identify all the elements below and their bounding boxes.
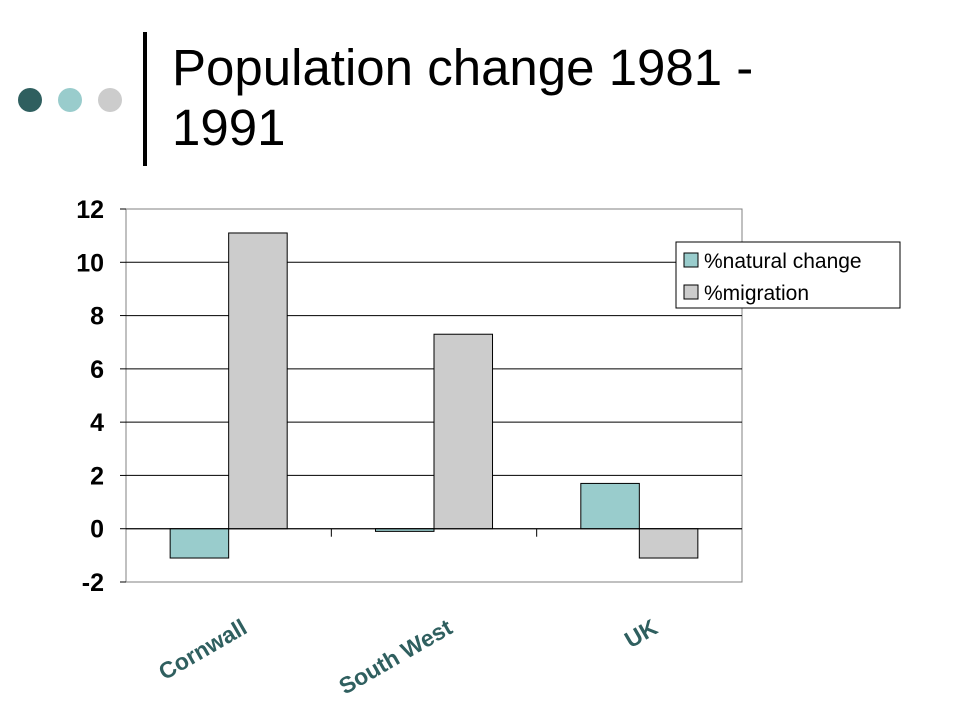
y-tick-label: 0 <box>90 516 104 544</box>
y-tick-label: 2 <box>90 462 104 490</box>
slide-title: Population change 1981 - 1991 <box>172 39 754 156</box>
bars <box>169 232 699 559</box>
dot-dark <box>18 88 42 112</box>
category-label: South West <box>334 614 456 700</box>
category-label: Cornwall <box>154 614 251 685</box>
y-tick-label: 10 <box>76 249 104 277</box>
bar-migration <box>228 232 288 530</box>
legend-swatch <box>683 284 699 300</box>
category-label: UK <box>620 614 662 653</box>
title-divider <box>143 32 147 166</box>
y-tick-label: 6 <box>90 356 104 384</box>
bar-migration <box>433 333 494 530</box>
y-tick-label: 8 <box>90 303 104 331</box>
x-axis-ticks <box>330 528 538 537</box>
bar-migration <box>638 528 699 559</box>
y-tick-label: -2 <box>82 569 104 597</box>
y-tick-label: 12 <box>76 196 104 224</box>
dot-grey <box>98 88 122 112</box>
y-tick-label: 4 <box>90 409 104 437</box>
bar-natural-change <box>580 482 640 530</box>
legend-label: %migration <box>704 282 809 305</box>
dot-teal <box>58 88 82 112</box>
legend-box <box>675 241 901 309</box>
category-labels: Cornwall South West UK <box>154 614 662 700</box>
bar-natural-change <box>169 528 230 559</box>
legend: %natural change %migration <box>675 241 901 309</box>
legend-label: %natural change <box>704 250 862 273</box>
plot-area: 12 10 8 6 4 2 0 -2 <box>76 196 743 597</box>
decorative-dots <box>12 86 127 114</box>
y-axis-ticks: 12 10 8 6 4 2 0 -2 <box>76 196 126 597</box>
legend-swatch <box>683 252 699 268</box>
